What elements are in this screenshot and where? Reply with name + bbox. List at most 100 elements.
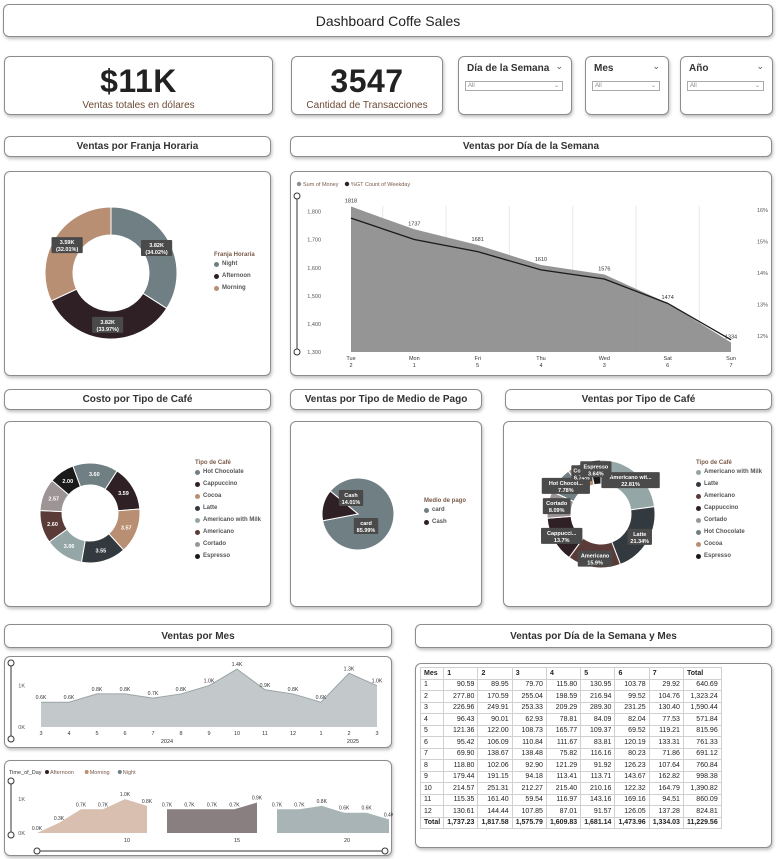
table-row[interactable]: 6 95.42 106.09 110.84 111.67 83.81 120.19 133.3… — [419, 736, 722, 749]
slicer-mes-dropdown[interactable]: All ⌄ — [592, 81, 660, 91]
table-cell: 1,575.79 — [511, 816, 547, 829]
column-header[interactable]: Mes — [419, 667, 445, 680]
legend-dot — [214, 273, 219, 279]
area-series — [41, 669, 377, 727]
table-cell: 122.32 — [614, 782, 650, 795]
y-tick-label: 0K — [18, 831, 25, 837]
column-header[interactable]: 2 — [477, 667, 513, 680]
table-row[interactable]: 1 90.59 89.95 79.70 115.80 130.95 103.78 29.92 6… — [419, 678, 722, 691]
table-row[interactable]: 7 69.90 138.67 138.48 75.82 116.16 80.23 71.86 6… — [419, 747, 722, 760]
slicer-dia-semana-dropdown[interactable]: All ⌄ — [465, 81, 563, 91]
chart-mes[interactable]: 1K 0K 0.6K 3 0.6K 4 0.8K 5 0.8K 6 0.7K 7 0.8K 8 1.0K 9 1… — [5, 657, 393, 749]
column-header[interactable]: 3 — [511, 667, 547, 680]
legend-item[interactable]: Night — [214, 258, 255, 270]
zoom-slider-handle[interactable] — [381, 847, 389, 855]
table-row[interactable]: 8 118.80 102.06 92.90 121.29 91.92 126.23 107.6… — [419, 759, 722, 772]
zoom-slider-handle[interactable] — [293, 192, 301, 200]
section-title-mes: Ventas por Mes — [4, 624, 392, 648]
zoom-slider-handle[interactable] — [7, 735, 15, 743]
chevron-down-icon[interactable]: ⌄ — [555, 61, 563, 71]
legend-item[interactable]: Cortado — [696, 514, 762, 526]
chart-dia[interactable]: Sum of Money %GT Count of Weekday 1,800 1,7… — [291, 172, 773, 377]
column-header[interactable]: 1 — [443, 667, 479, 680]
chart-slice[interactable] — [110, 206, 178, 310]
dashboard-header: Dashboard Coffe Sales — [3, 4, 773, 37]
legend-item[interactable]: Cortado — [195, 538, 261, 550]
x-sub-label: 3 — [603, 363, 606, 369]
table-cell: 120.19 — [614, 736, 650, 749]
legend-dot — [296, 181, 302, 187]
table-cell: 277.80 — [443, 690, 479, 703]
legend-item[interactable]: Cappuccino — [696, 502, 762, 514]
slicer-mes[interactable]: Mes ⌄ All ⌄ — [585, 56, 669, 115]
column-header[interactable]: Total — [682, 667, 722, 680]
table-cell: 760.84 — [682, 759, 722, 772]
legend-item[interactable]: Americano — [696, 490, 762, 502]
table-row[interactable]: 12 130.61 144.44 107.85 87.01 91.57 126.05 137.… — [419, 805, 722, 818]
zoom-slider-handle[interactable] — [7, 831, 15, 839]
table-row[interactable]: 10 214.57 251.31 212.27 215.40 210.16 122.32 16… — [419, 782, 722, 795]
legend-item[interactable]: Americano — [195, 526, 261, 538]
slicer-ano-dropdown[interactable]: All ⌄ — [687, 81, 764, 91]
total-row[interactable]: Total 1,737.23 1,817.58 1,575.79 1,609.83 1,6… — [419, 816, 722, 829]
section-title-dia-text: Ventas por Día de la Semana — [462, 141, 600, 152]
slicer-dia-semana[interactable]: Día de la Semana ⌄ All ⌄ — [458, 56, 572, 115]
legend-item[interactable]: Espresso — [696, 550, 762, 562]
column-header[interactable]: 4 — [545, 667, 582, 680]
data-label: 0.9K — [260, 683, 271, 689]
column-header[interactable]: 6 — [614, 667, 650, 680]
table-row[interactable]: 11 115.35 161.40 59.54 116.97 143.16 169.16 94.… — [419, 793, 722, 806]
zoom-slider-handle[interactable] — [33, 847, 41, 855]
legend-item[interactable]: Latte — [195, 502, 261, 514]
legend-item[interactable]: Cocoa — [195, 490, 261, 502]
legend-item[interactable]: Americano with Milk — [696, 466, 762, 478]
column-header[interactable]: 5 — [580, 667, 616, 680]
table-cell: 87.01 — [545, 805, 582, 818]
zoom-slider-handle[interactable] — [293, 348, 301, 356]
legend-item[interactable]: Hot Chocolate — [195, 466, 261, 478]
area-series — [277, 805, 389, 833]
legend-label: card — [432, 507, 445, 513]
legend-item[interactable]: Cappuccino — [195, 478, 261, 490]
chart-slice[interactable] — [50, 288, 168, 340]
zoom-slider-handle[interactable] — [7, 659, 15, 667]
chart-slice[interactable] — [44, 206, 112, 302]
legend-item[interactable]: Latte — [696, 478, 762, 490]
table-row[interactable]: 2 277.80 170.59 255.04 198.59 216.94 99.52 104.… — [419, 690, 722, 703]
legend-item[interactable]: Cash — [424, 516, 466, 528]
legend-item[interactable]: Hot Chocolate — [696, 526, 762, 538]
dropdown-arrow-icon: ⌄ — [754, 83, 760, 89]
table-cell: 69.52 — [614, 724, 650, 737]
x-tick-label: 3 — [39, 731, 42, 737]
year-label: 2025 — [347, 739, 359, 745]
x-sub-label: 2 — [349, 363, 352, 369]
table-cell: 3 — [419, 701, 445, 714]
table-row[interactable]: 9 179.44 191.15 94.18 113.41 113.71 143.67 162.… — [419, 770, 722, 783]
chart-tipo[interactable]: Americano wit...22.81%Latte21.34%America… — [504, 422, 773, 608]
zoom-slider-handle[interactable] — [7, 777, 15, 785]
column-header[interactable]: 7 — [648, 667, 684, 680]
y-tick-label: 1,400 — [307, 322, 321, 328]
chart-franja[interactable]: 3.82K(34.02%)3.82K(33.97%)3.59K(32.01%) — [5, 172, 272, 377]
chevron-down-icon[interactable]: ⌄ — [652, 61, 660, 71]
legend-item[interactable]: Cocoa — [696, 538, 762, 550]
x-sub-label: 6 — [666, 363, 669, 369]
chevron-down-icon[interactable]: ⌄ — [756, 61, 764, 71]
table-row[interactable]: 5 121.36 122.00 108.73 165.77 109.37 69.52 119.… — [419, 724, 722, 737]
table-row[interactable]: 4 96.43 90.01 62.93 78.81 84.09 82.04 77.53 571.… — [419, 713, 722, 726]
chart-slice[interactable] — [51, 465, 82, 496]
legend-item[interactable]: Afternoon — [214, 270, 255, 282]
legend-item[interactable]: Morning — [214, 282, 255, 294]
chart-costo[interactable]: 3.60 3.59 3.57 3.55 3.06 2.60 2.57 2.00 — [5, 422, 272, 608]
legend-label: Morning — [222, 285, 246, 291]
legend-item[interactable]: card — [424, 504, 466, 516]
legend-item[interactable]: Americano with Milk — [195, 514, 261, 526]
data-label: 0.7K — [162, 802, 173, 808]
slicer-ano[interactable]: Año ⌄ All ⌄ — [680, 56, 773, 115]
chart-time-of-day[interactable]: Time_of_Day Afternoon Morning Night 1K 0K 0.0K… — [5, 761, 393, 857]
table-row[interactable]: 3 226.96 249.91 253.33 209.29 289.30 231.25 130… — [419, 701, 722, 714]
legend-item[interactable]: Espresso — [195, 550, 261, 562]
matrix-dia-mes[interactable]: Mes 1 2 3 4 5 6 7 Total 1 90.59 89.95 79.70 115.80 13… — [419, 667, 722, 829]
